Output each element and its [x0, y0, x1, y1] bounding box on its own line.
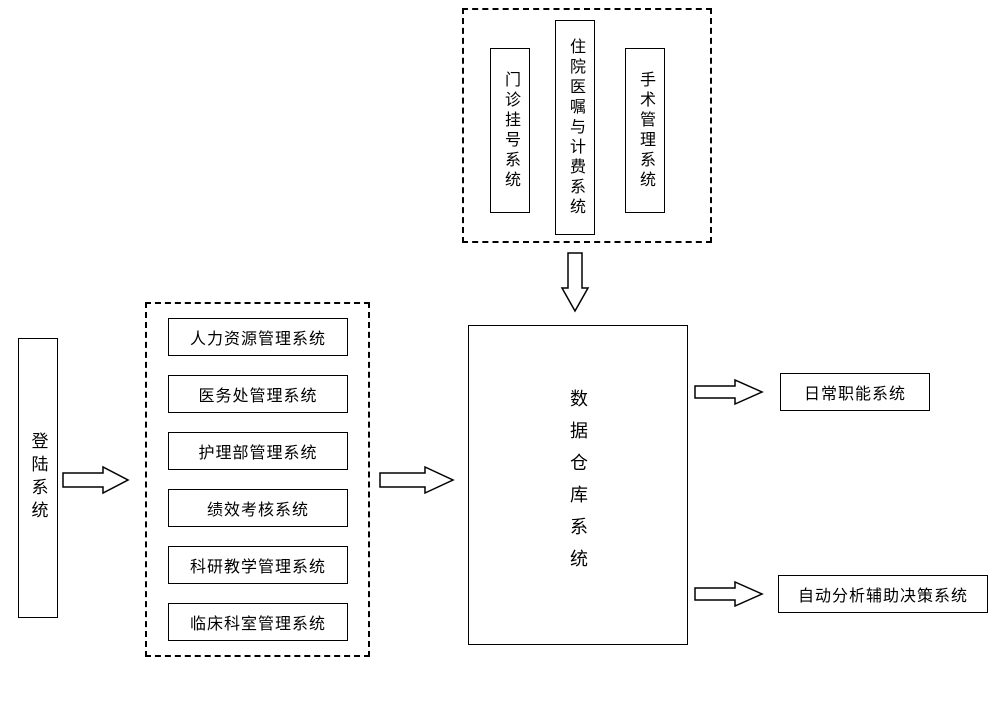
mgmt-item-5-label: 临床科室管理系统 [190, 610, 326, 634]
daily-label: 日常职能系统 [804, 380, 906, 404]
mgmt-item-0: 人力资源管理系统 [168, 318, 348, 356]
daily-functions-box: 日常职能系统 [780, 373, 930, 411]
top-item-1: 住院医嘱与计费系统 [555, 20, 595, 235]
login-label: 登陆系统 [26, 432, 51, 524]
mgmt-item-1-label: 医务处管理系统 [198, 382, 317, 406]
mgmt-item-1: 医务处管理系统 [168, 375, 348, 413]
mgmt-item-0-label: 人力资源管理系统 [190, 325, 326, 349]
decision-support-box: 自动分析辅助决策系统 [778, 575, 988, 613]
mgmt-item-2-label: 护理部管理系统 [198, 439, 317, 463]
mgmt-item-4-label: 科研教学管理系统 [190, 553, 326, 577]
top-item-0: 门诊挂号系统 [490, 48, 530, 213]
mgmt-item-2: 护理部管理系统 [168, 432, 348, 470]
top-item-1-label: 住院医嘱与计费系统 [563, 38, 587, 218]
decision-label: 自动分析辅助决策系统 [798, 582, 968, 606]
data-warehouse-box: 数据仓库系统 [468, 325, 688, 645]
mgmt-item-5: 临床科室管理系统 [168, 603, 348, 641]
arrow-mgmt-to-warehouse [375, 465, 460, 495]
arrow-login-to-mgmt [58, 465, 133, 495]
arrow-top-to-warehouse [560, 248, 590, 318]
login-system-box: 登陆系统 [18, 338, 58, 618]
mgmt-item-3: 绩效考核系统 [168, 489, 348, 527]
top-item-0-label: 门诊挂号系统 [498, 71, 522, 191]
mgmt-item-4: 科研教学管理系统 [168, 546, 348, 584]
warehouse-label: 数据仓库系统 [565, 389, 591, 581]
arrow-warehouse-to-decision [690, 580, 770, 608]
mgmt-item-3-label: 绩效考核系统 [207, 496, 309, 520]
arrow-warehouse-to-daily [690, 378, 770, 406]
top-item-2-label: 手术管理系统 [633, 71, 657, 191]
top-item-2: 手术管理系统 [625, 48, 665, 213]
diagram-canvas: 登陆系统 人力资源管理系统 医务处管理系统 护理部管理系统 绩效考核系统 科研教… [0, 0, 1000, 715]
